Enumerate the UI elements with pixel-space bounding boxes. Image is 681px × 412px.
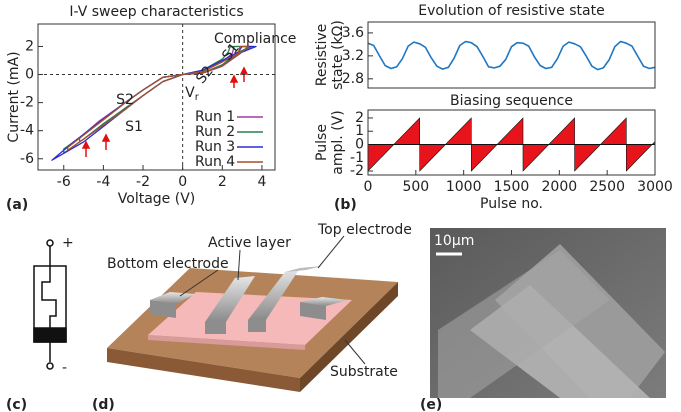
- x-tick-label: 500: [402, 179, 429, 195]
- x-tick-label: 0: [178, 174, 187, 190]
- panel-label: (b): [334, 197, 357, 213]
- device-label: Active layer: [208, 235, 291, 251]
- figure: + - Active layer Top electrode Bottom el…: [0, 0, 681, 412]
- chart-title: Biasing sequence: [450, 93, 573, 109]
- y-tick-label: -2: [350, 163, 364, 179]
- micrograph: [430, 228, 666, 398]
- x-axis-label: Voltage (V): [118, 191, 195, 207]
- memristor-symbol: [34, 240, 66, 369]
- annotation: S2: [116, 92, 134, 108]
- panel-label: (d): [92, 397, 115, 412]
- y-tick-label: -2: [20, 95, 34, 111]
- y-axis-label: ampl. (V): [330, 110, 346, 174]
- panel-label: (e): [420, 397, 442, 412]
- y-axis-label: Resistive: [314, 24, 330, 86]
- panel-label: (a): [6, 197, 28, 213]
- scale-bar-label: 10µm: [434, 233, 474, 249]
- x-tick-label: 2500: [589, 179, 625, 195]
- panel-label: (c): [6, 397, 27, 412]
- y-tick-label: -6: [20, 151, 34, 167]
- data-line: [368, 42, 655, 70]
- y-tick-label: 3.2: [342, 48, 364, 64]
- x-tick-label: -2: [136, 174, 150, 190]
- x-tick-label: -4: [96, 174, 110, 190]
- x-tick-label: 2000: [542, 179, 578, 195]
- x-tick-label: 3000: [637, 179, 673, 195]
- y-tick-label: -4: [20, 123, 34, 139]
- legend-label: Run 3: [195, 139, 235, 155]
- x-tick-label: 1000: [446, 179, 482, 195]
- legend-label: Run 4: [195, 154, 235, 170]
- annotation: S1: [125, 119, 143, 135]
- chart-title: I-V sweep characteristics: [69, 4, 243, 20]
- y-tick-label: 0: [25, 67, 34, 83]
- x-axis-label: Pulse no.: [480, 196, 543, 212]
- x-tick-label: 2: [218, 174, 227, 190]
- x-tick-label: -6: [57, 174, 71, 190]
- y-tick-label: 2.8: [342, 71, 364, 87]
- device-label: Top electrode: [317, 222, 412, 238]
- plus-label: +: [62, 235, 74, 251]
- legend-label: Run 2: [195, 124, 235, 140]
- chart-title: Evolution of resistive state: [418, 3, 604, 19]
- x-tick-label: 4: [257, 174, 266, 190]
- device-label: Substrate: [330, 364, 398, 380]
- annotation-subscript: r: [195, 92, 200, 103]
- x-tick-label: 0: [364, 179, 373, 195]
- device-label: Bottom electrode: [107, 256, 229, 272]
- y-tick-label: 2: [25, 38, 34, 54]
- annotation: Vr: [185, 85, 200, 103]
- y-tick-label: 3.6: [342, 25, 364, 41]
- y-axis-label: Pulse: [314, 124, 330, 161]
- minus-label: -: [62, 360, 67, 376]
- x-tick-label: 1500: [494, 179, 530, 195]
- legend-label: Run 1: [195, 109, 235, 125]
